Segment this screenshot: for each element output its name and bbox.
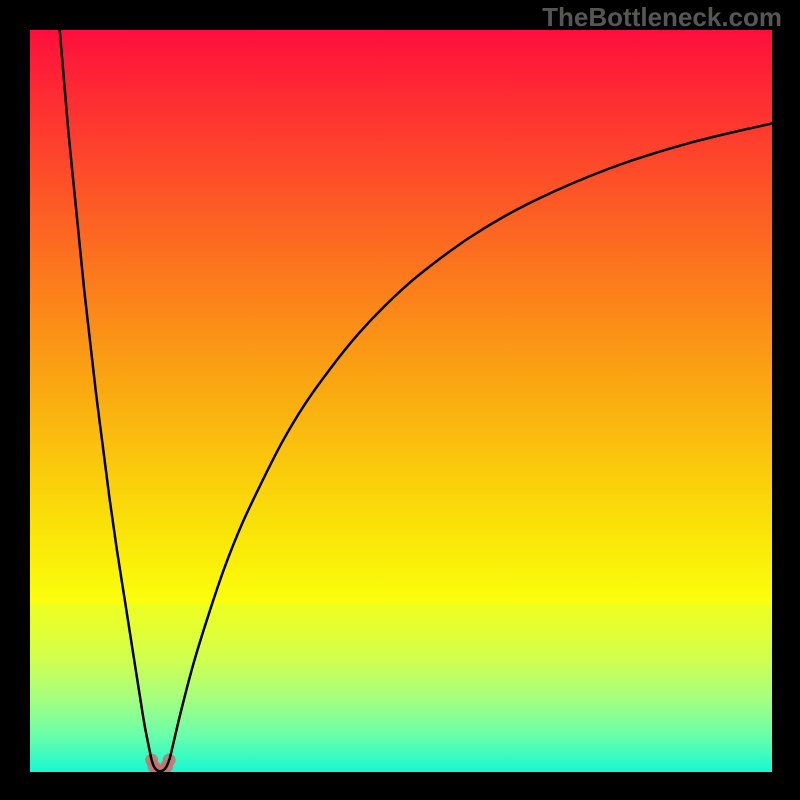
chart-svg — [30, 30, 772, 772]
watermark-text: TheBottleneck.com — [542, 2, 782, 33]
plot-area — [30, 30, 772, 772]
bottleneck-curve — [60, 30, 772, 771]
figure-root: { "figure": { "width_px": 800, "height_p… — [0, 0, 800, 800]
